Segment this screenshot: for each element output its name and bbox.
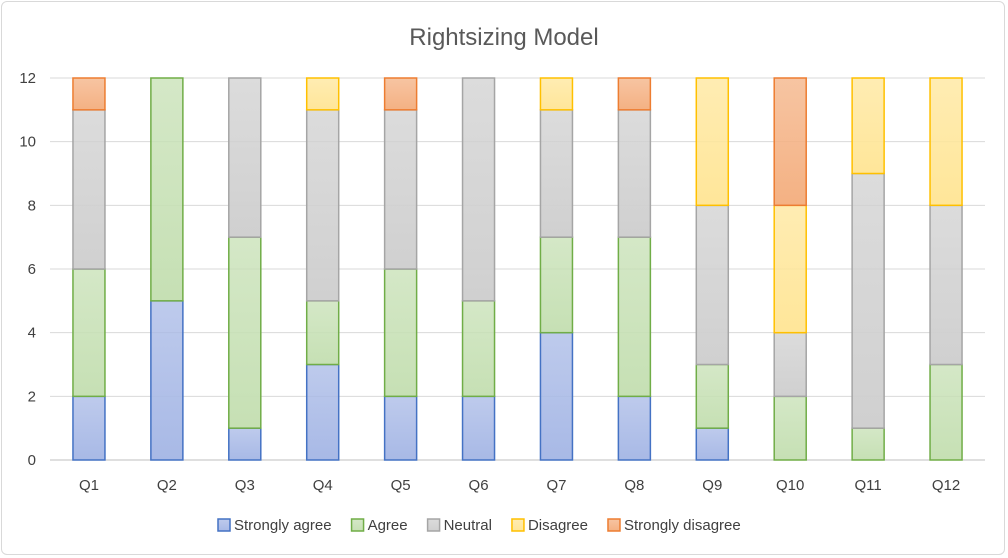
x-tick-label: Q8 (624, 477, 644, 494)
bar-segment-q1-agree (72, 268, 106, 398)
bar-segment-q4-agree (305, 300, 340, 366)
y-tick-label: 10 (19, 134, 36, 151)
bar-segment-q12-agree (929, 363, 963, 461)
x-tick-label: Q4 (313, 477, 333, 494)
x-tick-label: Q6 (469, 477, 489, 494)
x-tick-label: Q10 (776, 477, 804, 494)
legend-swatch (607, 518, 621, 532)
bar-segment-q5-strongly-disagree (383, 77, 418, 111)
x-tick-label: Q12 (932, 477, 960, 494)
y-tick-label: 2 (28, 388, 36, 405)
bar-segment-q2-agree (150, 77, 184, 302)
bar-segment-q9-agree (695, 363, 730, 429)
bar-segment-q6-strongly-agree (461, 395, 496, 461)
bar-segment-q1-neutral (72, 109, 106, 270)
x-tick-label: Q1 (79, 477, 99, 494)
legend-swatch (350, 518, 365, 532)
bar-segment-q1-strongly-disagree (72, 77, 106, 111)
legend-label: Neutral (444, 517, 492, 534)
legend-swatch (511, 518, 525, 532)
bar-segment-q8-neutral (617, 109, 652, 238)
legend-item: Strongly disagree (607, 517, 741, 534)
y-tick-label: 4 (28, 325, 36, 342)
bar-segment-q11-agree (851, 427, 885, 461)
x-tick-label: Q7 (546, 477, 566, 494)
bar-segment-q3-neutral (228, 77, 262, 238)
bar-segment-q8-agree (617, 236, 652, 398)
bar-segment-q6-neutral (461, 77, 496, 302)
bar-segment-q6-agree (461, 300, 496, 398)
y-tick-label: 0 (28, 452, 36, 469)
bar-segment-q7-agree (539, 236, 574, 334)
bar-segment-q8-strongly-disagree (617, 77, 652, 111)
y-axis: 0 2 4 6 8 10 12 (19, 70, 36, 469)
bar-segment-q7-strongly-agree (539, 331, 574, 461)
gridlines (50, 77, 985, 461)
bar-segment-q3-strongly-agree (228, 427, 262, 461)
bar-segment-q10-neutral (773, 331, 807, 398)
y-tick-label: 6 (28, 261, 36, 278)
legend-item: Neutral (426, 517, 492, 534)
bar-segment-q9-neutral (695, 204, 730, 366)
bar-segment-q7-neutral (539, 109, 574, 238)
chart-title: Rightsizing Model (409, 24, 598, 51)
bar-segment-q3-agree (228, 236, 262, 429)
y-tick-label: 12 (19, 70, 36, 87)
y-tick-label: 8 (28, 197, 36, 214)
bar-segment-q10-agree (773, 395, 807, 461)
legend-label: Strongly agree (234, 517, 332, 534)
legend-label: Strongly disagree (624, 517, 741, 534)
bar-segment-q5-strongly-agree (383, 395, 418, 461)
x-tick-label: Q3 (235, 477, 255, 494)
bar-segment-q4-strongly-agree (305, 363, 340, 461)
bar-segment-q5-neutral (383, 109, 418, 270)
bar-segment-q4-neutral (305, 109, 340, 302)
bar-segment-q10-disagree (773, 204, 807, 334)
legend-item: Strongly agree (217, 517, 332, 534)
bars (72, 77, 963, 461)
bar-segment-q7-disagree (539, 77, 574, 111)
x-tick-label: Q2 (157, 477, 177, 494)
bar-segment-q4-disagree (305, 77, 340, 111)
legend-label: Agree (368, 517, 408, 534)
bar-segment-q12-disagree (929, 77, 963, 207)
bar-segment-q8-strongly-agree (617, 395, 652, 461)
bar-segment-q5-agree (383, 268, 418, 398)
legend-item: Agree (350, 517, 408, 534)
legend-item: Disagree (511, 517, 588, 534)
x-tick-label: Q9 (702, 477, 722, 494)
legend-swatch (426, 518, 441, 532)
x-tick-label: Q5 (391, 477, 411, 494)
bar-segment-q2-strongly-agree (150, 300, 184, 461)
x-axis: Q1 Q2 Q3 Q4 Q5 Q6 Q7 Q8 Q9 Q10 Q11 Q12 (79, 477, 960, 494)
bar-segment-q10-strongly-disagree (773, 77, 807, 207)
bar-segment-q1-strongly-agree (72, 395, 106, 461)
bar-segment-q12-neutral (929, 204, 963, 366)
bar-segment-q9-disagree (695, 77, 730, 207)
legend-label: Disagree (528, 517, 588, 534)
x-tick-label: Q11 (855, 477, 882, 494)
bar-segment-q11-disagree (851, 77, 885, 175)
bar-segment-q9-strongly-agree (695, 427, 730, 461)
legend: Strongly agree Agree Neutral Disagree Strong… (217, 517, 741, 534)
legend-swatch (217, 518, 231, 532)
bar-segment-q11-neutral (851, 172, 885, 429)
